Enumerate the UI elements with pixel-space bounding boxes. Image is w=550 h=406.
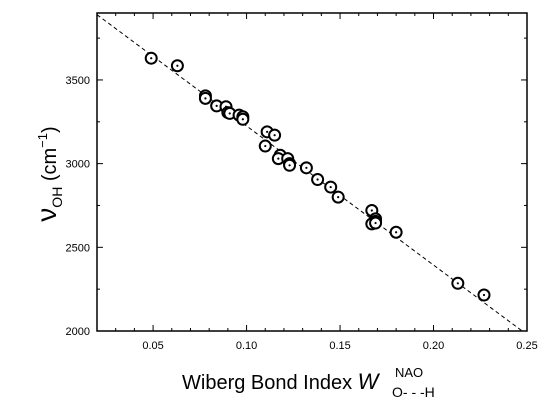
- point-center-dot: [264, 144, 267, 148]
- point-center-dot: [273, 134, 276, 137]
- data-point: [198, 91, 212, 105]
- y-tick-label: 2000: [66, 326, 90, 338]
- fit-line-layer: [96, 14, 524, 333]
- point-center-dot: [241, 118, 244, 121]
- y-tick-label: 3000: [66, 159, 90, 171]
- data-point: [210, 99, 224, 113]
- point-center-dot: [337, 196, 340, 199]
- data-points: [144, 51, 491, 302]
- x-tick-label: 0.15: [329, 340, 350, 352]
- point-center-dot: [395, 231, 398, 234]
- x-tick-label: 0.20: [423, 340, 444, 352]
- point-center-dot: [215, 104, 218, 107]
- point-center-dot: [374, 221, 377, 225]
- y-tick-label: 2500: [66, 242, 90, 254]
- y-tick-label: 3500: [66, 75, 90, 87]
- x-axis-label: Wiberg Bond Index: [182, 372, 358, 394]
- data-point: [170, 59, 184, 73]
- point-center-dot: [266, 130, 269, 133]
- x-axis-superscript: NAO: [395, 365, 423, 380]
- axis-ticks: 0.05 0.10 0.15 0.20 0.25 2000 2500 3000 3500: [66, 13, 538, 352]
- data-point: [144, 51, 158, 65]
- y-axis-unit-open: (cm: [39, 148, 61, 187]
- point-center-dot: [370, 209, 373, 212]
- point-center-dot: [316, 178, 319, 181]
- point-center-dot: [228, 112, 231, 115]
- fit-line: [96, 14, 524, 333]
- data-point: [283, 158, 297, 172]
- y-axis-unit-close: ): [39, 126, 61, 133]
- data-point: [389, 225, 403, 239]
- point-center-dot: [456, 282, 459, 285]
- point-center-dot: [288, 164, 291, 167]
- data-point: [268, 128, 282, 142]
- data-point: [331, 190, 345, 204]
- point-center-dot: [204, 97, 207, 100]
- point-center-dot: [176, 64, 179, 67]
- x-tick-label: 0.05: [142, 340, 163, 352]
- point-center-dot: [482, 293, 486, 297]
- y-axis-title: νOH (cm−1): [31, 126, 65, 221]
- point-center-dot: [277, 157, 280, 160]
- x-axis-symbol: W: [358, 369, 381, 394]
- data-point: [236, 112, 250, 126]
- x-tick-label: 0.10: [236, 340, 257, 352]
- data-point: [299, 161, 313, 175]
- x-axis-subscript: O- - -H: [392, 384, 435, 400]
- data-point: [258, 139, 272, 153]
- y-axis-unit-power: −1: [35, 133, 50, 148]
- x-axis-title: Wiberg Bond Index W: [182, 369, 381, 394]
- plot-frame: [96, 12, 528, 332]
- y-axis-subscript: OH: [49, 187, 65, 208]
- point-center-dot: [329, 185, 332, 189]
- y-axis-symbol: ν: [31, 208, 62, 222]
- plot-border: [96, 12, 528, 332]
- data-point: [369, 216, 383, 230]
- point-center-dot: [150, 57, 153, 60]
- x-tick-label: 0.25: [516, 340, 537, 352]
- data-point: [311, 173, 325, 187]
- data-point: [477, 288, 491, 302]
- point-center-dot: [305, 166, 308, 169]
- data-point: [451, 276, 465, 290]
- data-point: [324, 180, 338, 194]
